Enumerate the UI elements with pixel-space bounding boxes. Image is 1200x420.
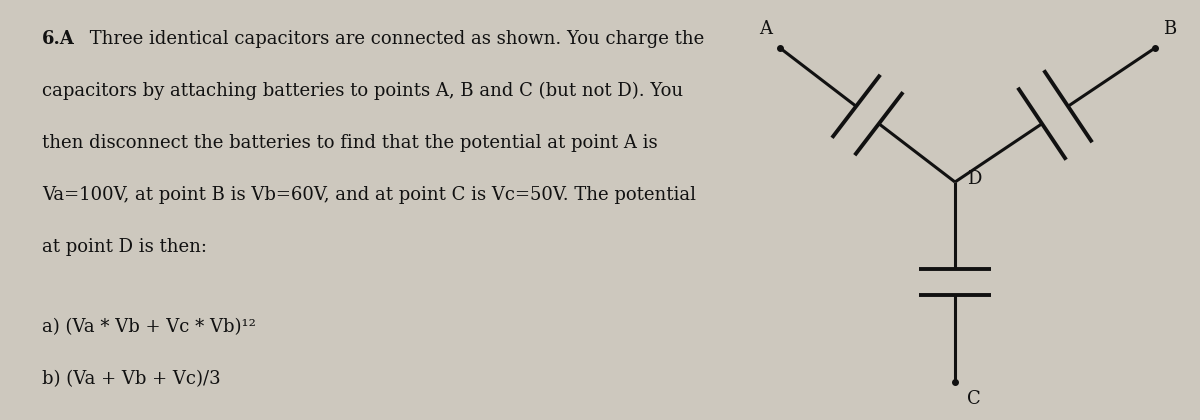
Text: 6.A: 6.A <box>42 30 74 48</box>
Text: b) (Va + Vb + Vc)/3: b) (Va + Vb + Vc)/3 <box>42 370 221 388</box>
Text: D: D <box>967 170 982 188</box>
Text: B: B <box>1163 20 1176 38</box>
Text: C: C <box>967 390 980 408</box>
Text: A: A <box>760 20 772 38</box>
Text: Three identical capacitors are connected as shown. You charge the: Three identical capacitors are connected… <box>84 30 704 48</box>
Text: a) (Va * Vb + Vc * Vb)¹²: a) (Va * Vb + Vc * Vb)¹² <box>42 318 256 336</box>
Text: at point D is then:: at point D is then: <box>42 238 208 256</box>
Text: Va=100V, at point B is Vb=60V, and at point C is Vc=50V. The potential: Va=100V, at point B is Vb=60V, and at po… <box>42 186 696 204</box>
Text: then disconnect the batteries to find that the potential at point A is: then disconnect the batteries to find th… <box>42 134 658 152</box>
Text: capacitors by attaching batteries to points A, B and C (but not D). You: capacitors by attaching batteries to poi… <box>42 82 683 100</box>
